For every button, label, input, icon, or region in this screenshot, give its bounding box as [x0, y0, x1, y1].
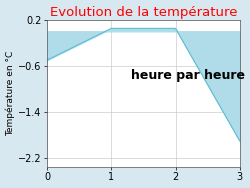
Title: Evolution de la température: Evolution de la température — [50, 6, 237, 19]
Text: heure par heure: heure par heure — [131, 69, 245, 82]
Y-axis label: Température en °C: Température en °C — [6, 51, 15, 136]
